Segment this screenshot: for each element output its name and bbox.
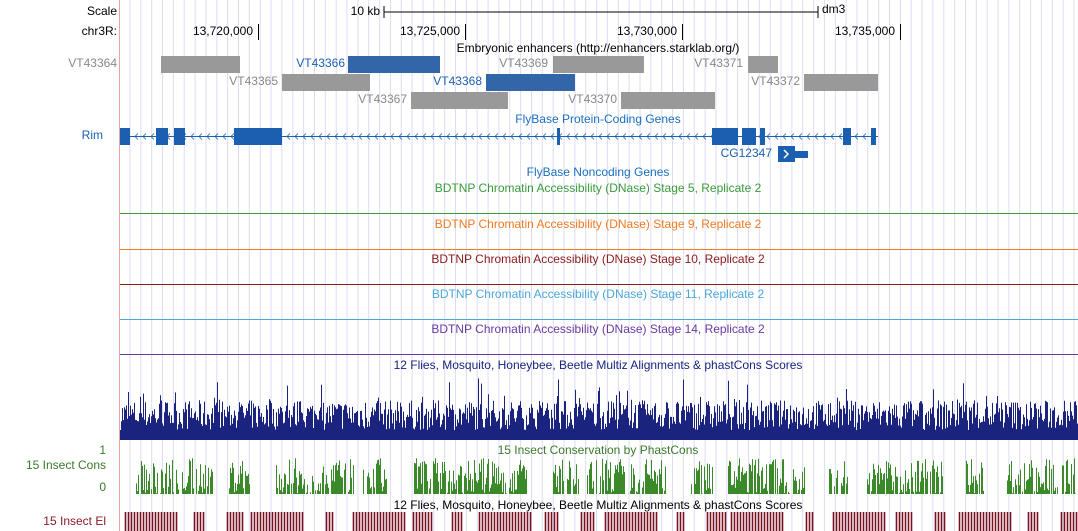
- enhancer: [621, 92, 715, 109]
- phastcons-wiggle: [136, 458, 1076, 494]
- exon: [557, 128, 560, 145]
- position-tick: 13,735,000: [835, 24, 895, 38]
- axis-label: 1: [99, 443, 106, 457]
- gene-line: [795, 151, 808, 158]
- gene-strand: [783, 149, 790, 159]
- enhancer: [748, 56, 778, 73]
- exon: [712, 128, 738, 145]
- enhancer-label: VT43366: [296, 56, 345, 70]
- track-title: BDTNP Chromatin Accessibility (DNase) St…: [431, 322, 765, 336]
- scale-bar-label: 10 kb: [351, 4, 381, 18]
- gene-strand: [134, 133, 867, 140]
- position-tick: 13,720,000: [193, 24, 253, 38]
- exon: [742, 128, 756, 145]
- exon: [778, 146, 795, 162]
- assembly: dm3: [822, 2, 846, 16]
- exon: [234, 128, 282, 145]
- enhancer: [348, 56, 440, 73]
- scale-label: Scale: [87, 4, 117, 18]
- exon: [871, 128, 876, 145]
- enhancer-label: VT43370: [568, 92, 617, 106]
- grid: [129, 0, 1075, 531]
- enhancer-label: VT43365: [229, 74, 278, 88]
- chrom-label: chr3R:: [82, 24, 117, 38]
- enhancer: [804, 74, 878, 91]
- track-title: BDTNP Chromatin Accessibility (DNase) St…: [431, 252, 765, 266]
- track-title: 12 Flies, Mosquito, Honeybee, Beetle Mul…: [394, 358, 803, 372]
- enhancer-label: VT43368: [433, 74, 482, 88]
- exon: [843, 128, 851, 145]
- enhancer-label: VT43367: [358, 92, 407, 106]
- gene-label: Rim: [82, 128, 103, 142]
- enhancer: [486, 74, 575, 91]
- conserved-elements: [124, 512, 1078, 531]
- track-title: FlyBase Noncoding Genes: [527, 165, 670, 179]
- exon: [174, 128, 185, 145]
- axis-label: 0: [99, 480, 106, 494]
- scale-bar: [383, 6, 819, 18]
- track-title: 12 Flies, Mosquito, Honeybee, Beetle Mul…: [394, 498, 803, 512]
- enhancer-label: VT43369: [499, 56, 548, 70]
- track-title: BDTNP Chromatin Accessibility (DNase) St…: [432, 287, 765, 301]
- enhancer-label: VT43372: [751, 74, 800, 88]
- exon: [760, 128, 765, 145]
- exon: [156, 128, 168, 145]
- track-title: FlyBase Protein-Coding Genes: [515, 112, 680, 126]
- track-label: 15 Insect El: [43, 514, 106, 528]
- enhancer-label: VT43371: [694, 56, 743, 70]
- gene-label: CG12347: [721, 146, 773, 160]
- enhancer: [282, 74, 370, 91]
- enhancer: [411, 92, 508, 109]
- position-tick: 13,725,000: [400, 24, 460, 38]
- exon: [120, 128, 130, 145]
- enhancer-label: VT43364: [68, 56, 117, 70]
- enhancer: [161, 56, 240, 73]
- track-title: 15 Insect Conservation by PhastCons: [498, 443, 699, 457]
- track-title: Embryonic enhancers (http://enhancers.st…: [457, 41, 740, 55]
- track-label: 15 Insect Cons: [26, 458, 106, 472]
- enhancer: [553, 56, 644, 73]
- position-tick: 13,730,000: [617, 24, 677, 38]
- multiz-wiggle: [120, 378, 1078, 440]
- track-title: BDTNP Chromatin Accessibility (DNase) St…: [435, 181, 762, 195]
- track-title: BDTNP Chromatin Accessibility (DNase) St…: [435, 217, 762, 231]
